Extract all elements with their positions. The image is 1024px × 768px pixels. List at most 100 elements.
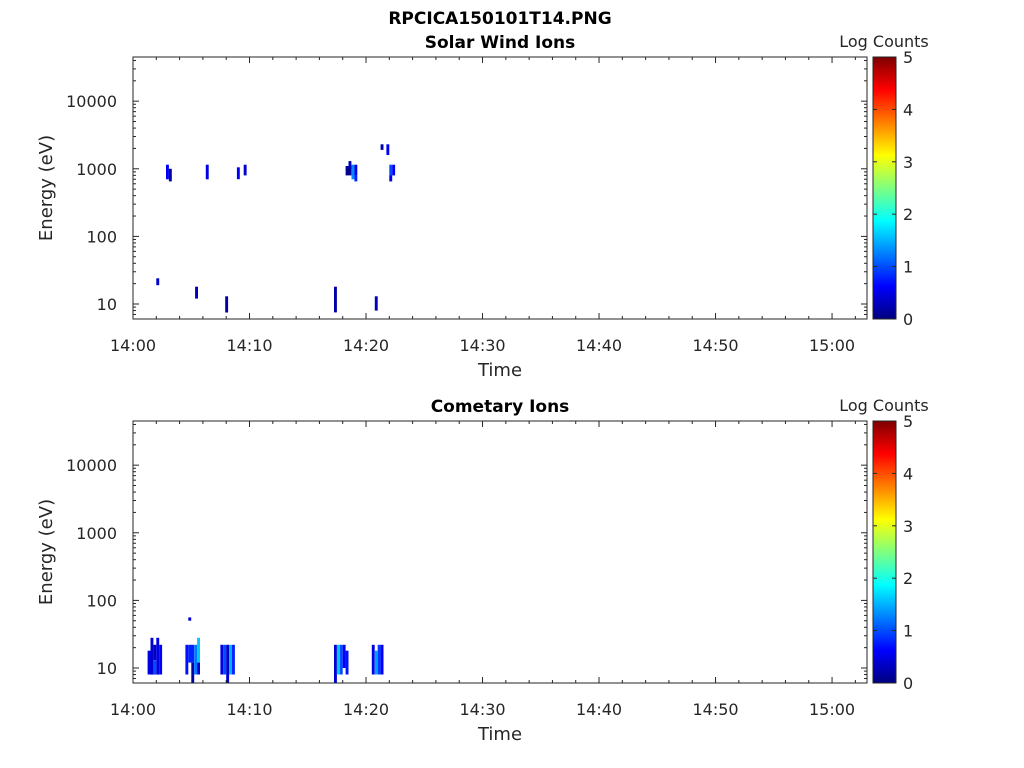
spectrogram-cell (348, 161, 352, 169)
spectrogram-cell (147, 650, 151, 675)
y-tick-label: 100 (86, 591, 117, 610)
spectrogram-cell (225, 296, 229, 313)
spectrogram-cell (345, 166, 352, 176)
x-tick-label: 14:00 (110, 700, 156, 719)
x-tick-label: 14:20 (343, 336, 389, 355)
plot-frame (132, 56, 868, 320)
spectrogram-cell (351, 164, 355, 180)
y-axis-ticks: 10 100 1000 10000 (66, 423, 867, 684)
spectrogram-cell (156, 278, 160, 286)
y-tick-label: 1000 (76, 160, 117, 179)
spectrogram-cell (336, 644, 340, 675)
spectrogram-cell (339, 644, 343, 675)
spectrogram-cell (226, 644, 230, 683)
colorbar-ticks: 0 1 2 3 4 5 (873, 412, 913, 693)
x-tick-label: 14:30 (459, 336, 505, 355)
spectrogram-cell (392, 164, 396, 176)
colorbar-tick-label: 2 (903, 569, 913, 588)
y-tick-label: 10000 (66, 456, 117, 475)
spectrogram-cell (150, 637, 154, 675)
colorbar-tick-label: 4 (903, 464, 913, 483)
colorbar-tick-label: 3 (903, 153, 913, 172)
colorbar-tick-label: 0 (903, 310, 913, 329)
y-axis-label: Energy (eV) (36, 135, 57, 241)
y-axis-ticks: 10 100 1000 10000 (66, 59, 867, 320)
spectrogram-cell (380, 144, 384, 150)
spectrogram-cell (371, 644, 375, 675)
x-tick-label: 14:10 (226, 336, 272, 355)
spectrogram-cell (334, 286, 337, 313)
spectrogram-cell (389, 175, 393, 182)
y-tick-label: 100 (86, 227, 117, 246)
spectrogram-cell (236, 167, 240, 180)
spectrogram-cell (354, 164, 358, 176)
x-tick-label: 14:50 (692, 336, 738, 355)
spectrogram-cell (374, 296, 378, 311)
x-axis-ticks: 14:00 14:10 14:20 14:30 14:40 14:50 15:00 (110, 57, 856, 355)
colorbar-tick-label: 2 (903, 205, 913, 224)
spectrogram-cell (188, 644, 195, 663)
spectrogram-cell (342, 644, 346, 668)
spectrogram-cell (389, 164, 393, 176)
spectrogram-cell (153, 660, 157, 675)
spectrogram-cell (380, 644, 384, 675)
solar-wind-panel: Solar Wind Ions 14:00 14:10 14:20 14:30 14:4… (36, 32, 929, 381)
spectrogram-cell (185, 644, 189, 675)
spectrogram-cell (195, 286, 198, 299)
y-tick-label: 10 (97, 659, 117, 678)
panel-title: Solar Wind Ions (425, 33, 576, 53)
colorbar-tick-label: 5 (903, 412, 913, 431)
x-tick-label: 14:40 (576, 336, 622, 355)
colorbar-tick-label: 1 (903, 258, 913, 277)
x-tick-label: 15:00 (809, 336, 855, 355)
y-tick-label: 10 (97, 295, 117, 314)
plot-frame (132, 420, 868, 684)
spectrogram-cell (377, 644, 381, 675)
x-tick-label: 14:30 (459, 700, 505, 719)
colorbar: Log Counts 0 1 2 3 4 5 (839, 32, 929, 329)
x-axis-label: Time (477, 360, 522, 381)
x-tick-label: 14:00 (110, 336, 156, 355)
cometary-panel: Cometary Ions 14:00 14:10 14:20 14:30 14:40 1… (36, 396, 929, 745)
spectrogram-cell (374, 650, 378, 675)
spectrogram-cell (168, 168, 172, 182)
panel-title: Cometary Ions (431, 397, 570, 417)
spectrogram-cell (232, 644, 235, 675)
figure-title: RPCICA150101T14.PNG (388, 9, 611, 29)
y-tick-label: 1000 (76, 524, 117, 543)
colorbar-tick-label: 3 (903, 517, 913, 536)
spectrogram-cell (166, 164, 169, 180)
spectrogram-cell (194, 644, 198, 675)
x-axis-label: Time (477, 724, 522, 745)
spectrogram-cell (345, 650, 349, 675)
spectrogram-cell (191, 662, 195, 683)
colorbar-tick-label: 5 (903, 48, 913, 67)
spectrogram-cell (205, 164, 209, 180)
spectrogram-cell (197, 637, 200, 663)
spectrogram-cell (386, 144, 390, 155)
spectrogram-cell (334, 644, 337, 683)
spectrogram-cell (243, 164, 247, 176)
spectrogram-cell (220, 644, 224, 675)
colorbar-tick-label: 1 (903, 622, 913, 641)
colorbar-gradient (872, 420, 897, 684)
x-axis-ticks: 14:00 14:10 14:20 14:30 14:40 14:50 15:00 (110, 421, 856, 719)
colorbar: Log Counts 0 1 2 3 4 5 (839, 396, 929, 693)
colorbar-ticks: 0 1 2 3 4 5 (873, 48, 913, 329)
colorbar-gradient (872, 56, 897, 320)
colorbar-label: Log Counts (839, 32, 929, 51)
spectrogram-cell (153, 644, 157, 661)
spectrogram-cell (156, 637, 160, 675)
spectrogram-cell (229, 644, 232, 675)
y-axis-label: Energy (eV) (36, 499, 57, 605)
colorbar-label: Log Counts (839, 396, 929, 415)
x-tick-label: 14:50 (692, 700, 738, 719)
spectrogram-cells (156, 144, 396, 313)
colorbar-tick-label: 4 (903, 100, 913, 119)
y-tick-label: 10000 (66, 92, 117, 111)
x-tick-label: 15:00 (809, 700, 855, 719)
x-tick-label: 14:40 (576, 700, 622, 719)
x-tick-label: 14:10 (226, 700, 272, 719)
x-tick-label: 14:20 (343, 700, 389, 719)
